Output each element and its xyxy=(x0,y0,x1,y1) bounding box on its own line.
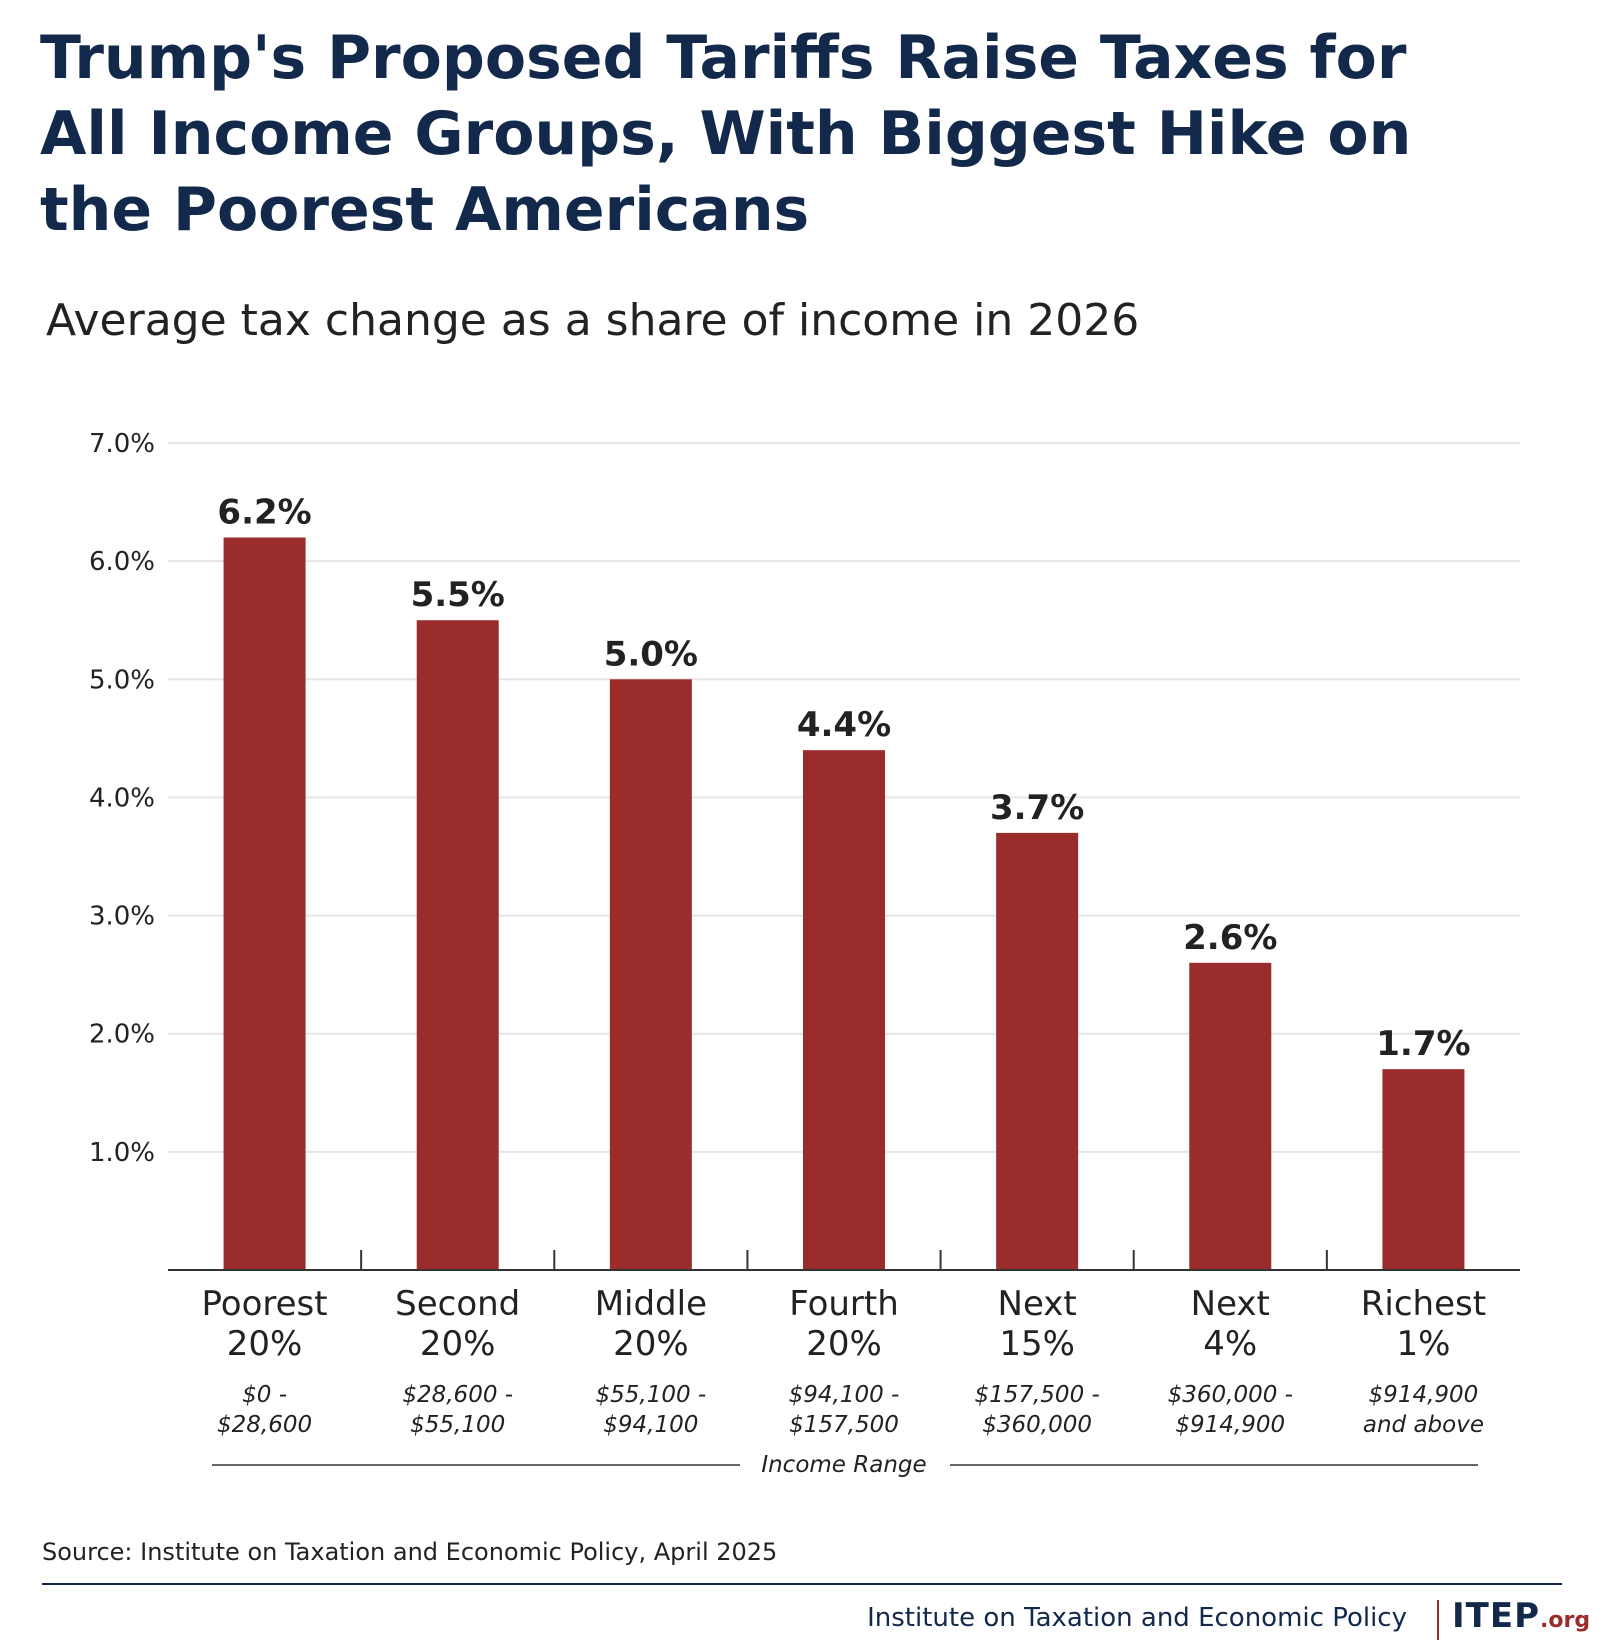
footer-separator xyxy=(1437,1600,1439,1640)
x-range-label: $157,500 xyxy=(789,1412,899,1438)
y-tick-label: 6.0% xyxy=(89,547,155,577)
bar-value-label: 2.6% xyxy=(1183,918,1277,958)
itep-logo[interactable]: ITEP.org xyxy=(1452,1596,1590,1636)
bar-value-label: 5.5% xyxy=(411,575,505,615)
logo-main: ITEP xyxy=(1452,1596,1540,1636)
x-category-label: 20% xyxy=(613,1324,689,1364)
source-note: Source: Institute on Taxation and Econom… xyxy=(42,1538,778,1566)
title-line-2: All Income Groups, With Biggest Hike on xyxy=(40,99,1412,169)
chart-title: Trump's Proposed Tariffs Raise Taxes for… xyxy=(40,20,1440,248)
bar xyxy=(1189,962,1272,1270)
x-category-label: Middle xyxy=(595,1284,707,1324)
footer-divider-line xyxy=(42,1583,1562,1585)
y-tick-label: 3.0% xyxy=(89,902,155,932)
bar-value-label: 3.7% xyxy=(990,788,1084,828)
x-category-label: Second xyxy=(395,1284,520,1324)
x-category-label: Poorest xyxy=(202,1284,328,1324)
x-range-label: $55,100 xyxy=(410,1412,505,1438)
x-range-label: $0 - xyxy=(242,1382,287,1408)
x-category-label: Fourth xyxy=(789,1284,899,1324)
x-category-label: 20% xyxy=(420,1324,496,1364)
title-line-3: the Poorest Americans xyxy=(40,175,810,245)
x-range-label: and above xyxy=(1363,1412,1484,1438)
footer-organization: Institute on Taxation and Economic Polic… xyxy=(867,1603,1407,1633)
y-tick-label: 1.0% xyxy=(89,1138,155,1168)
bar-chart: 1.0%2.0%3.0%4.0%5.0%6.0%7.0%6.2%Poorest2… xyxy=(89,429,1520,1478)
title-line-1: Trump's Proposed Tariffs Raise Taxes for xyxy=(40,23,1407,93)
x-range-label: $94,100 - xyxy=(789,1382,900,1408)
logo-suffix: .org xyxy=(1540,1608,1591,1633)
bar-value-label: 5.0% xyxy=(604,634,698,674)
x-category-label: 15% xyxy=(999,1324,1075,1364)
x-range-label: $94,100 xyxy=(603,1412,698,1438)
x-category-label: Richest xyxy=(1361,1284,1486,1324)
bar-value-label: 6.2% xyxy=(217,493,311,533)
bar xyxy=(416,620,499,1270)
x-range-label: $914,900 xyxy=(1175,1412,1285,1438)
chart-subtitle: Average tax change as a share of income … xyxy=(46,295,1140,346)
x-category-label: 20% xyxy=(227,1324,303,1364)
bar xyxy=(803,750,885,1270)
x-range-label: $360,000 - xyxy=(1168,1382,1293,1408)
x-range-label: $157,500 - xyxy=(974,1382,1099,1408)
bar-value-label: 1.7% xyxy=(1376,1024,1470,1064)
x-category-label: Next xyxy=(998,1284,1077,1324)
x-category-label: 20% xyxy=(806,1324,882,1364)
x-axis-title: Income Range xyxy=(761,1452,926,1478)
y-tick-label: 4.0% xyxy=(89,783,155,813)
x-range-label: $28,600 - xyxy=(402,1382,513,1408)
y-tick-label: 2.0% xyxy=(89,1020,155,1050)
y-tick-label: 7.0% xyxy=(89,429,155,459)
x-range-label: $28,600 xyxy=(217,1412,312,1438)
bar xyxy=(1382,1069,1465,1270)
x-range-label: $55,100 - xyxy=(595,1382,706,1408)
bar-value-label: 4.4% xyxy=(797,705,891,745)
bar xyxy=(223,537,306,1270)
x-range-label: $360,000 xyxy=(982,1412,1092,1438)
x-category-label: Next xyxy=(1191,1284,1270,1324)
x-range-label: $914,900 xyxy=(1369,1382,1479,1408)
x-category-label: 1% xyxy=(1396,1324,1450,1364)
bar xyxy=(609,679,692,1270)
y-tick-label: 5.0% xyxy=(89,665,155,695)
x-category-label: 4% xyxy=(1203,1324,1257,1364)
bar xyxy=(996,832,1079,1270)
